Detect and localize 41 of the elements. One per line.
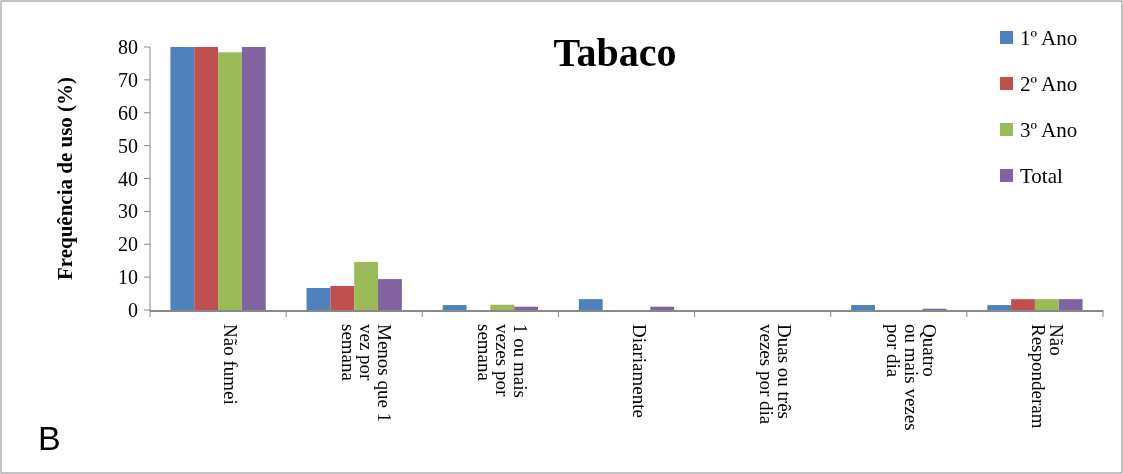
y-tick-label: 80 xyxy=(118,36,138,58)
bar xyxy=(442,305,467,310)
y-tick-label: 50 xyxy=(118,134,138,157)
bar xyxy=(851,305,875,310)
legend-label: Total xyxy=(1020,164,1064,189)
bar xyxy=(378,279,402,310)
y-tick-label: 0 xyxy=(128,299,138,321)
x-tick-label: Não Responderam xyxy=(1027,324,1067,429)
bar xyxy=(194,47,219,310)
x-tick-label: Menos que 1 vez por semana xyxy=(338,324,396,423)
bar xyxy=(1011,299,1035,310)
bar xyxy=(306,287,331,310)
bar xyxy=(170,47,195,310)
y-tick-label: 10 xyxy=(118,266,138,289)
text: B xyxy=(38,419,61,457)
legend-label: 3º Ano xyxy=(1020,118,1078,143)
x-tick-label: 1 ou mais vezes por semana xyxy=(474,324,532,398)
y-tick-label: 70 xyxy=(118,68,138,91)
bar xyxy=(241,47,266,310)
chart-title: Tabaco xyxy=(553,30,677,75)
x-tick-label: Não fumei xyxy=(220,324,242,405)
bar xyxy=(330,286,355,310)
bar xyxy=(987,305,1012,310)
y-axis-title: Frequência de uso (%) xyxy=(53,76,77,281)
bar xyxy=(578,299,603,310)
bar xyxy=(354,262,379,310)
y-tick-label: 40 xyxy=(118,167,138,190)
y-tick-label: 30 xyxy=(118,200,138,223)
legend-label: 1º Ano xyxy=(1020,26,1078,51)
x-tick-label: Quatro ou mais vezes por dia xyxy=(882,324,940,431)
bar xyxy=(650,306,675,310)
legend-label: 2º Ano xyxy=(1020,72,1078,97)
bar xyxy=(514,306,539,310)
x-tick-label: Diariamente xyxy=(628,324,650,418)
x-tick-label: Duas ou três vezes por dia xyxy=(755,324,795,425)
bar xyxy=(1058,299,1083,310)
bar xyxy=(490,304,515,310)
y-tick-label: 20 xyxy=(118,233,138,256)
bar xyxy=(1034,299,1059,310)
bar xyxy=(218,52,242,310)
y-tick-label: 60 xyxy=(118,101,138,124)
